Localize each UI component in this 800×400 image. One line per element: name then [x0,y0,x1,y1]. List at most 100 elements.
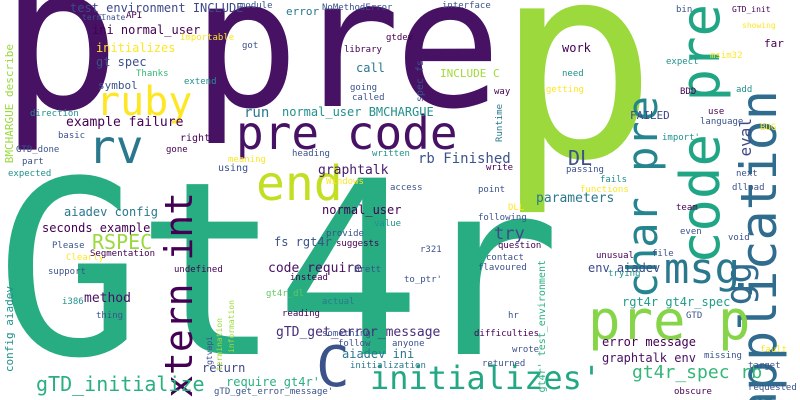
word-initialization: initialization [350,361,426,371]
word-actual: actual [322,297,355,307]
word-thing: thing [96,311,124,321]
word-bin: bin [676,5,693,15]
word-INCLUDE-C: INCLUDE C [440,67,500,80]
word-target: target [748,361,781,371]
word-expect: expect [666,57,699,67]
word-graphtalk: graphtalk [318,163,389,178]
word-normal-user: normal_user [322,203,402,217]
word-rgt4r-gt4r-spec: rgt4r gt4r_spec [622,295,731,309]
word-question: question [498,241,542,251]
word-file: file [652,249,674,259]
word-msg: msg [664,244,740,293]
word-parameters: parameters [536,191,615,206]
word-obscure: obscure [674,387,712,397]
word-requested: requested [748,383,797,393]
word-written: written [372,149,410,159]
word-gt4r-dl: gt4r_dl [266,289,304,299]
word-add: add [736,85,753,95]
word-termination: termination [215,318,224,371]
word-provide: provide [326,229,364,239]
word-heading: heading [292,149,330,159]
word-ruby: ruby [96,79,193,125]
word-following: following [478,213,527,223]
word-value: value [374,219,402,229]
word-way: way [494,87,511,97]
word-spec-fs: spec fs [415,60,426,103]
word-anyone: anyone [392,339,425,349]
word-void: void [728,233,750,243]
word-suggests: suggests [336,239,380,249]
word-config-aiadev: config aiadev [3,286,16,373]
word-team: team [676,203,698,213]
word-expected: expected [8,169,52,179]
word-far: far [764,37,784,50]
word-p-large: p [495,0,658,220]
word-Clearly: Clearly [66,253,104,263]
word-env-aiadev: env aiadev [588,261,661,275]
word-trying: trying [608,269,641,279]
word-passing: passing [566,165,604,175]
word-API: API [126,11,143,21]
word-p-left: p [0,0,121,156]
word-msim32: msim32 [710,51,743,61]
word-wrote: wrote [512,345,540,355]
word-next: next [736,169,758,179]
word-gTD-initialize: gTD_initialize [36,372,205,396]
word-initializes: initializes' [370,359,602,397]
word-symbol: symbol [98,79,138,92]
word-test-environment-INCLUDE: test_environment INCLUDE [70,1,244,15]
word-pre-big: pre [192,0,501,148]
word-unusual: unusual [596,251,634,261]
word-run: run [244,105,270,121]
word-Thanks: Thanks [136,69,169,79]
word-returned: returned [482,359,526,369]
word-using: using [218,163,249,174]
word-terminate: terminate [82,13,126,22]
word-dlload: dlload [732,183,765,193]
word-undefined: undefined [174,265,223,275]
word-example-failure: example failure [66,115,184,130]
word-work: work [562,41,591,55]
word-direction: direction [30,109,79,119]
word-pre-code: pre code [236,106,458,160]
word-GTD: GTD [686,311,703,321]
word-gt4r-spec-rb: gt4r_spec rb [632,362,763,383]
word-error: error [286,5,320,18]
word-information: information [227,300,236,353]
word-module: module [240,1,273,11]
word-aiadev-config: aiadev config [64,205,158,219]
word-called: called [352,93,385,103]
word-Brett: Brett [354,265,382,275]
word-right: right [180,133,211,144]
word-missing: missing [704,351,742,361]
word-test-environment: gt4r' test_environment [537,260,548,393]
word-use: use [708,107,725,117]
word-graphtalk-env: graphtalk env [602,351,696,365]
word-need: need [562,69,584,79]
word-ini-normal-user: ini normal_user [92,23,201,37]
word-NoMethodError: NoMethodError [322,3,393,13]
word-gtvapi: gtvapi [205,336,214,365]
word-gTD-get-error-message: gTD_get_error_message [276,325,441,340]
word-language: language [700,117,744,127]
word-gTD-get-error-message-small: gTD_get_error_message' [214,387,334,397]
word-gtdev: gtdev [386,33,414,43]
word-initializes-small: initializes [96,41,176,55]
word-DL: DL [568,146,593,170]
word-part: part [22,157,44,167]
word-GTD-done: GTD_done [16,145,60,155]
word-library: library [344,45,382,55]
word-return: return [202,361,246,375]
word-GTD-init: GTD_init [732,5,771,14]
word-contact: contact [486,253,524,263]
word-flavoured: flavoured [478,263,527,273]
word-BDD: BDD [680,87,697,97]
word-aiadev-ini: aiadev ini [342,347,415,361]
word-getting: getting [546,85,584,95]
word-require-gt4r: require gt4r' [226,375,320,389]
word-going: going [350,83,378,93]
word-basic: basic [58,131,86,141]
word-i386: i386 [62,297,84,307]
word-got: got [242,41,259,51]
word-Importable: Importable [180,33,235,43]
